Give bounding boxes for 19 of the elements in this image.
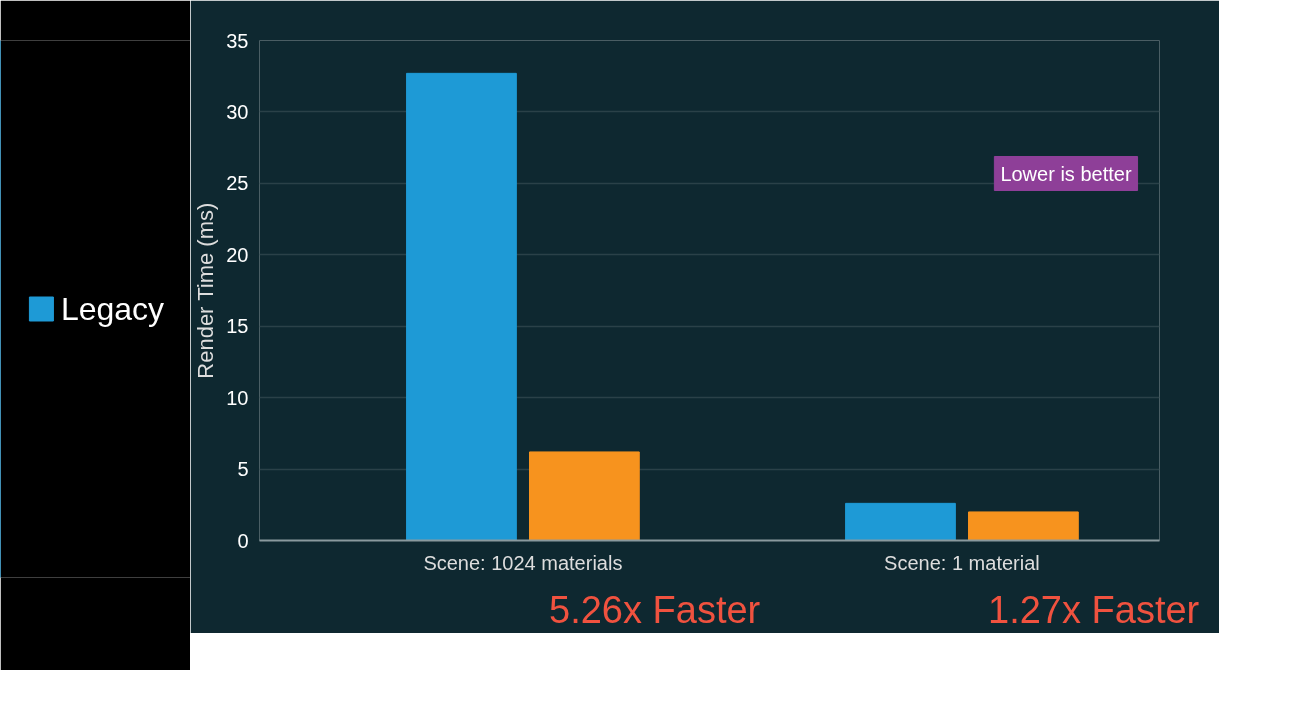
bar [406, 72, 517, 541]
bar [845, 502, 956, 541]
y-axis-title: Render Time (ms) [193, 202, 219, 379]
y-tick-label: 35 [226, 29, 249, 52]
y-tick-label: 0 [237, 529, 249, 552]
text: 5.26x Faster [549, 588, 761, 631]
y-tick-label: 25 [226, 172, 249, 195]
legend-label: Legacy [60, 290, 165, 327]
bar [529, 451, 640, 541]
x-tick-label: Scene: 1 material [884, 551, 1040, 574]
y-tick-label: 10 [226, 386, 249, 409]
y-tick-label: 15 [226, 315, 249, 338]
y-tick-label: 5 [237, 458, 249, 481]
text: 1.27x Faster [988, 588, 1200, 631]
bar [968, 511, 1079, 541]
y-tick-label: 30 [226, 100, 249, 123]
x-tick-label: Scene: 1024 materials [423, 551, 623, 574]
annotation: Lower is better [1000, 162, 1132, 185]
y-tick-label: 20 [226, 243, 249, 266]
